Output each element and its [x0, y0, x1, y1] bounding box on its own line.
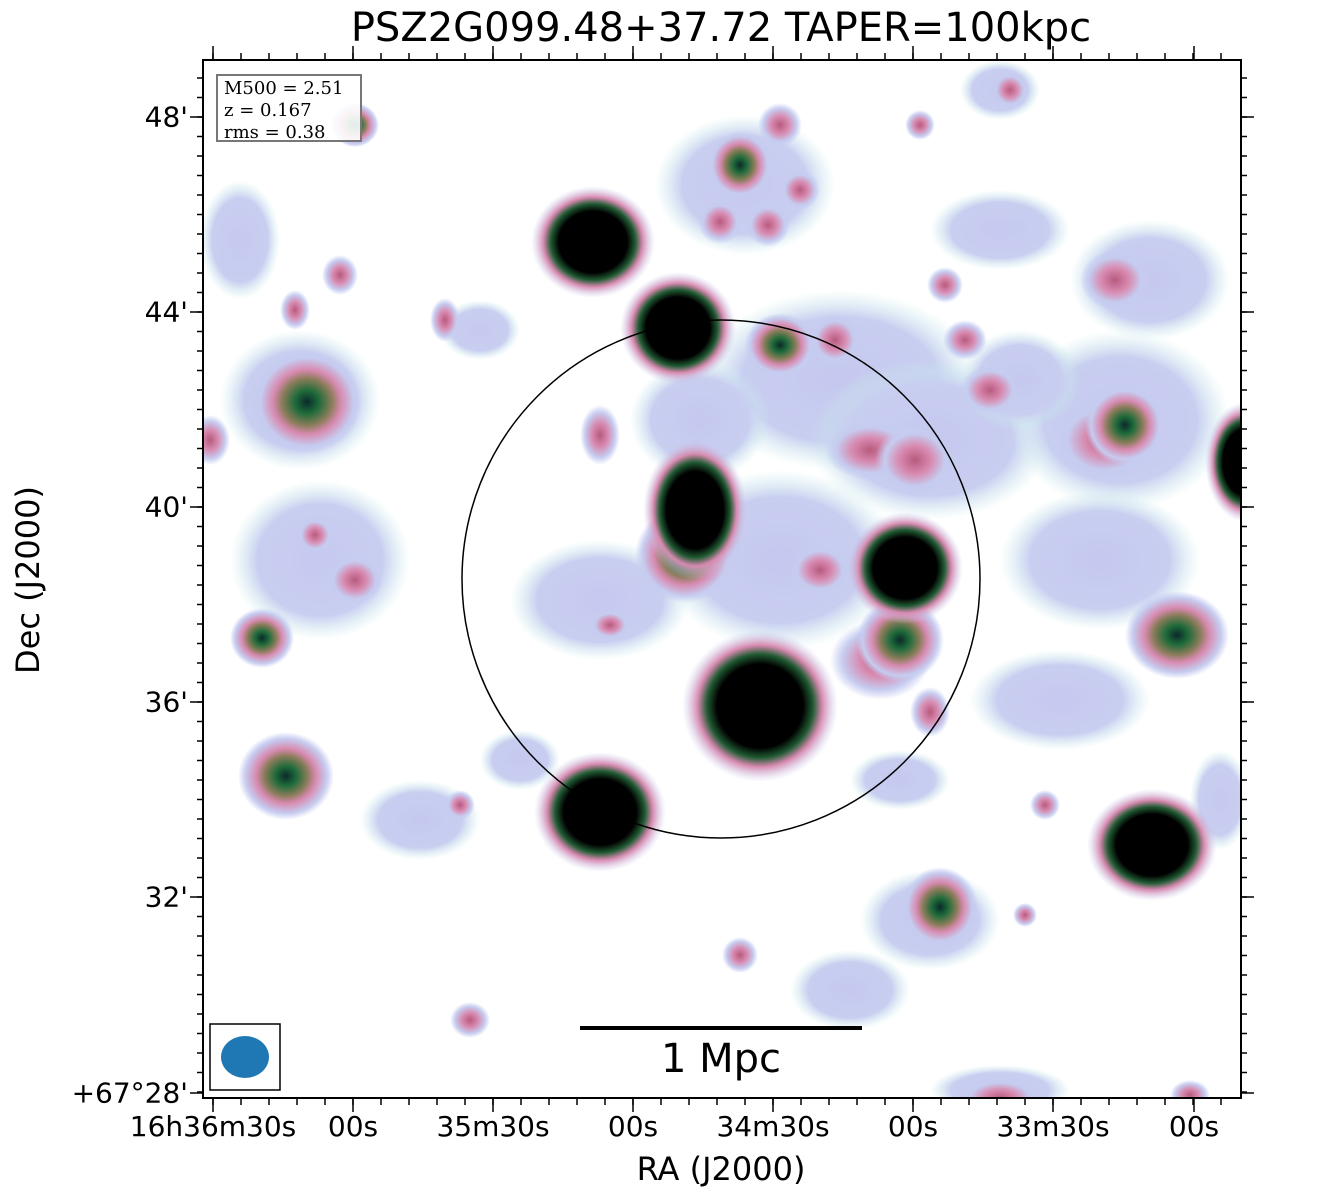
x-tick-label: 33m30s [996, 1110, 1110, 1143]
y-tick-label: 48' [144, 100, 188, 134]
bright-source [1087, 789, 1217, 901]
medium-emission [203, 72, 1210, 1098]
bright-source [534, 752, 666, 872]
y-tick-label: 36' [144, 685, 188, 719]
figure-title: PSZ2G099.48+37.72 TAPER=100kpc [350, 5, 1092, 51]
bright-source [682, 630, 838, 782]
axis-ticks [190, 46, 1254, 1112]
bright-source [531, 186, 655, 298]
x-tick-label: 34m30s [716, 1110, 830, 1143]
x-tick-label: 00s [1168, 1110, 1220, 1143]
y-tick-label: 32' [144, 880, 188, 914]
x-tick-label: 00s [607, 1110, 659, 1143]
emission-map [203, 60, 1241, 1098]
plot-frame [202, 59, 1242, 1099]
scale-bar-label: 1 Mpc [660, 1036, 782, 1082]
y-axis-label: Dec (J2000) [9, 486, 47, 674]
x-tick-label: 00s [887, 1110, 939, 1143]
y-tick-label: 44' [144, 295, 188, 329]
x-tick-label: 00s [327, 1110, 379, 1143]
info-m500: M500 = 2.51 [224, 78, 344, 99]
bright-sources [531, 186, 1241, 901]
bright-source [847, 512, 963, 624]
x-axis-label: RA (J2000) [636, 1150, 806, 1188]
bright-source [1205, 402, 1241, 522]
bright-source [643, 440, 747, 580]
beam-ellipse [221, 1036, 269, 1078]
info-rms: rms = 0.38 [224, 122, 326, 143]
info-box: M500 = 2.51 z = 0.167 rms = 0.38 [216, 74, 362, 143]
bright-source [620, 272, 736, 384]
info-redshift: z = 0.167 [224, 100, 312, 121]
x-tick-label: 35m30s [436, 1110, 550, 1143]
y-tick-label: +67°28' [71, 1076, 188, 1110]
x-tick-label: 16h36m30s [129, 1110, 297, 1143]
r500-circle [461, 319, 981, 839]
y-tick-label: 40' [144, 490, 188, 524]
